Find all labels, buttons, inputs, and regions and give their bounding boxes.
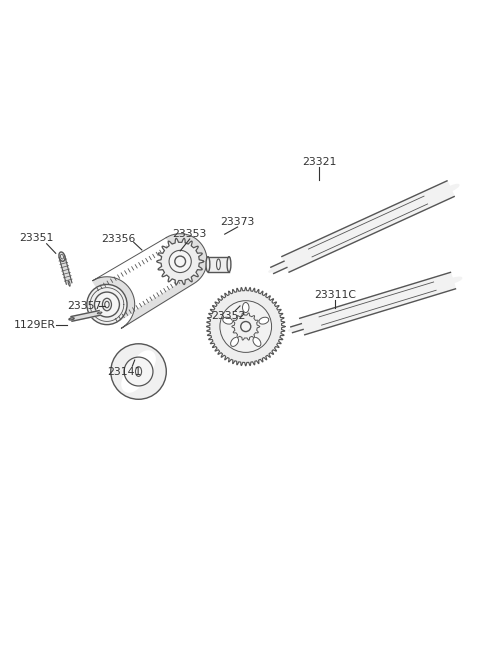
Circle shape bbox=[111, 344, 166, 400]
Text: 23357: 23357 bbox=[67, 301, 102, 311]
Ellipse shape bbox=[206, 257, 210, 272]
Ellipse shape bbox=[417, 286, 434, 291]
Ellipse shape bbox=[216, 259, 220, 270]
Ellipse shape bbox=[242, 303, 249, 312]
Polygon shape bbox=[232, 313, 260, 340]
Polygon shape bbox=[59, 256, 72, 284]
Circle shape bbox=[124, 357, 153, 386]
Ellipse shape bbox=[259, 317, 269, 324]
Ellipse shape bbox=[434, 189, 451, 196]
Polygon shape bbox=[208, 257, 229, 272]
Text: 23141: 23141 bbox=[107, 367, 142, 377]
Ellipse shape bbox=[444, 277, 462, 284]
Polygon shape bbox=[271, 261, 287, 274]
Text: 23352: 23352 bbox=[211, 310, 245, 320]
Circle shape bbox=[220, 301, 272, 352]
Ellipse shape bbox=[409, 288, 427, 294]
Text: 23321: 23321 bbox=[302, 157, 336, 168]
Text: 23373: 23373 bbox=[220, 217, 255, 227]
Ellipse shape bbox=[338, 231, 358, 240]
Ellipse shape bbox=[105, 301, 109, 308]
Text: 23353: 23353 bbox=[172, 229, 207, 239]
Ellipse shape bbox=[68, 281, 70, 286]
Circle shape bbox=[87, 284, 127, 325]
Ellipse shape bbox=[227, 257, 231, 272]
Polygon shape bbox=[206, 288, 285, 365]
Polygon shape bbox=[300, 272, 456, 335]
Text: 23356: 23356 bbox=[101, 234, 135, 244]
Ellipse shape bbox=[310, 242, 334, 253]
Ellipse shape bbox=[414, 198, 431, 206]
Ellipse shape bbox=[288, 329, 295, 331]
Polygon shape bbox=[157, 238, 204, 284]
Ellipse shape bbox=[60, 254, 63, 259]
Ellipse shape bbox=[408, 200, 424, 208]
Polygon shape bbox=[93, 234, 207, 328]
Ellipse shape bbox=[223, 317, 232, 324]
Ellipse shape bbox=[421, 195, 437, 202]
Ellipse shape bbox=[121, 366, 144, 393]
Ellipse shape bbox=[269, 269, 276, 272]
Ellipse shape bbox=[442, 185, 459, 193]
Ellipse shape bbox=[327, 310, 353, 320]
Polygon shape bbox=[291, 324, 303, 333]
Ellipse shape bbox=[97, 312, 102, 314]
Ellipse shape bbox=[230, 337, 239, 346]
Ellipse shape bbox=[253, 337, 261, 346]
Polygon shape bbox=[71, 310, 100, 321]
Ellipse shape bbox=[102, 298, 111, 310]
Text: 23311C: 23311C bbox=[314, 290, 356, 300]
Ellipse shape bbox=[69, 318, 74, 320]
Ellipse shape bbox=[425, 284, 442, 290]
Text: 1129ER: 1129ER bbox=[14, 320, 56, 330]
Ellipse shape bbox=[132, 350, 156, 377]
Ellipse shape bbox=[135, 367, 142, 377]
Circle shape bbox=[240, 322, 251, 331]
Ellipse shape bbox=[59, 252, 65, 261]
Polygon shape bbox=[282, 181, 454, 272]
Circle shape bbox=[169, 250, 191, 272]
Text: 23351: 23351 bbox=[19, 233, 54, 244]
Ellipse shape bbox=[401, 204, 418, 212]
Ellipse shape bbox=[432, 282, 450, 287]
Ellipse shape bbox=[428, 192, 444, 199]
Ellipse shape bbox=[402, 291, 420, 296]
Circle shape bbox=[95, 292, 120, 317]
Circle shape bbox=[175, 256, 186, 267]
